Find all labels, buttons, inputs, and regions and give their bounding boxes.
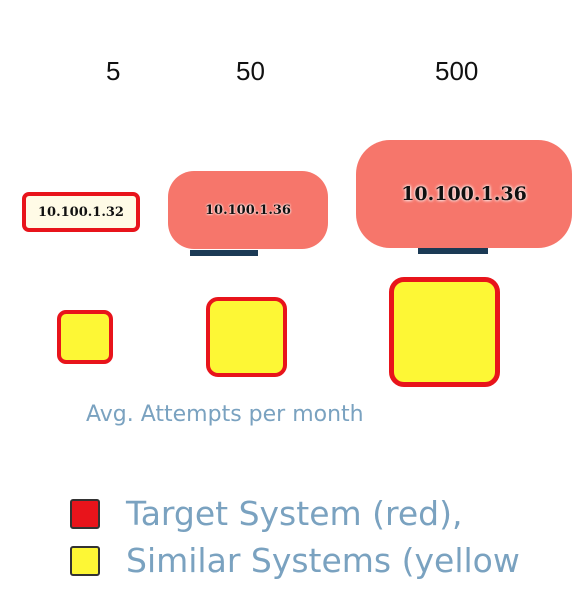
legend-target-label: Target System (red), <box>126 494 463 533</box>
similar-node-medium[interactable]: 10.100.1.36 <box>168 171 328 249</box>
size-key-caption: Avg. Attempts per month <box>86 402 364 427</box>
scale-label-50: 50 <box>236 56 265 86</box>
scale-label-5: 5 <box>106 56 121 86</box>
red-swatch-icon <box>70 498 100 529</box>
yellow-swatch-icon <box>70 545 100 576</box>
target-node-small[interactable]: 10.100.1.32 <box>22 192 140 232</box>
node-stub-medium <box>190 250 258 256</box>
node-ip-label: 10.100.1.36 <box>205 202 291 218</box>
size-key-square-large <box>389 277 500 387</box>
similar-node-large[interactable]: 10.100.1.36 <box>356 140 572 248</box>
scale-label-500: 500 <box>435 56 479 86</box>
legend-item-similar: Similar Systems (yellow <box>70 541 520 580</box>
node-ip-label: 10.100.1.36 <box>401 183 527 205</box>
size-key-square-medium <box>206 297 287 377</box>
size-key-square-small <box>57 310 113 364</box>
legend-similar-label: Similar Systems (yellow <box>126 541 520 580</box>
legend-item-target: Target System (red), <box>70 494 462 533</box>
node-ip-label: 10.100.1.32 <box>38 204 124 220</box>
node-stub-large <box>418 248 488 254</box>
